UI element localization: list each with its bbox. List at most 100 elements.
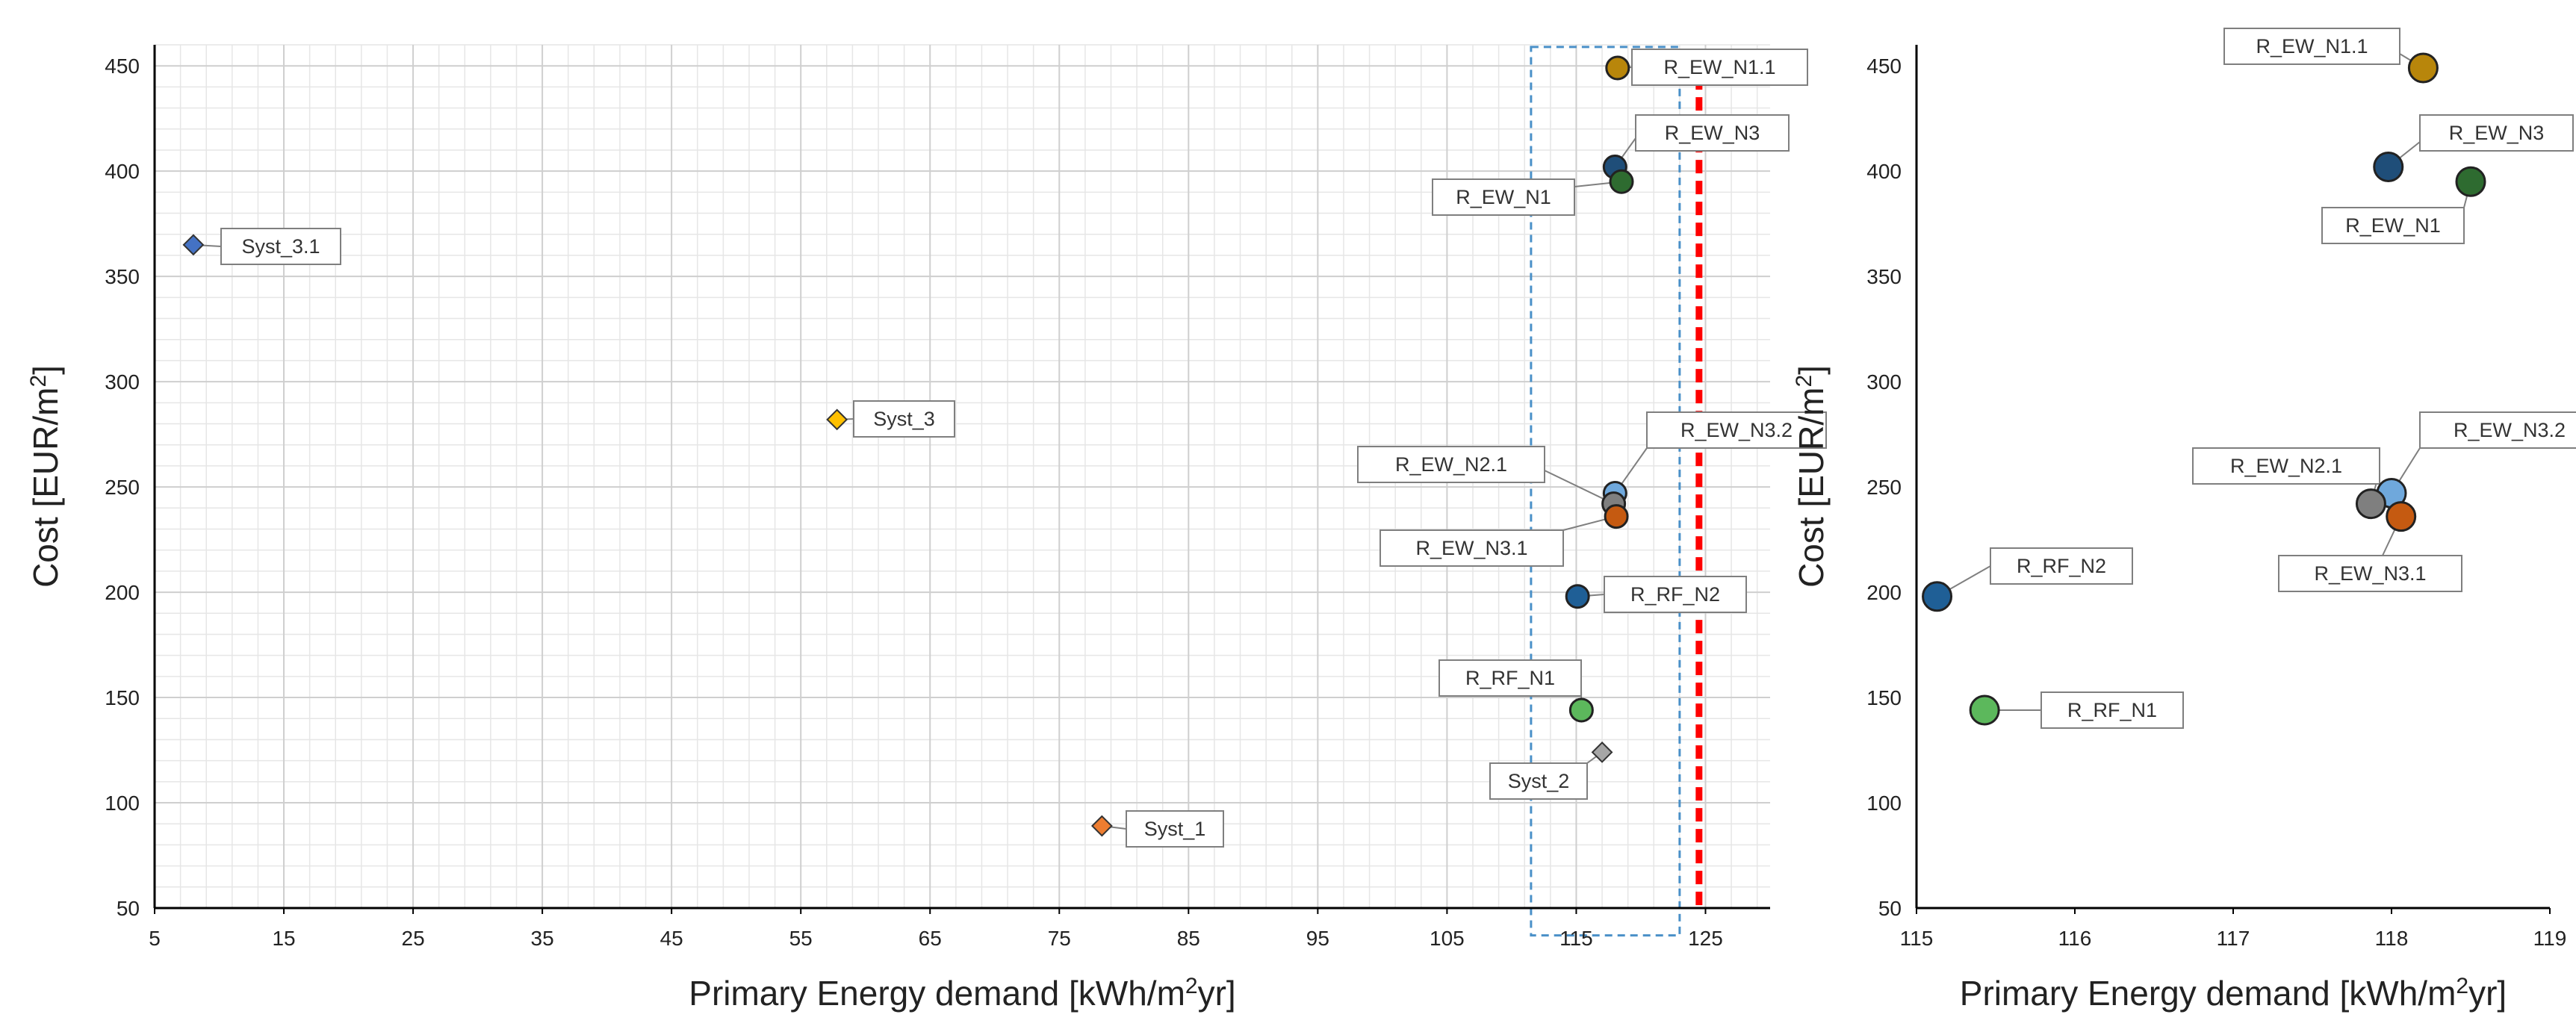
x-axis-title: Primary Energy demand [kWh/m2yr] [1960, 974, 2507, 1013]
point-syst-3 [826, 408, 848, 431]
data-label: R_RF_N2 [2017, 555, 2106, 577]
data-label-box [1631, 49, 1808, 86]
x-tick-label: 65 [919, 927, 942, 950]
data-label-box [1432, 178, 1575, 216]
y-tick-label: 350 [105, 265, 140, 288]
x-tick-label: 118 [2375, 927, 2409, 950]
labels: R_EW_N1.1 R_EW_N3 R_EW_N1 Syst_3.1 Syst_3 R_E… [193, 49, 1827, 848]
y-tick-label: 200 [105, 581, 140, 604]
y-tick-label: 50 [1878, 897, 1902, 920]
y-tick-label: 300 [1866, 370, 1902, 394]
data-label: R_EW_N2.1 [2230, 455, 2342, 477]
data-label-box [2223, 28, 2400, 65]
data-label: R_EW_N1 [1456, 186, 1551, 208]
x-tick-label: 35 [531, 927, 554, 950]
point-syst-3-1 [182, 234, 205, 256]
data-label: R_EW_N1.1 [1663, 56, 1775, 78]
data-label-box [853, 400, 955, 438]
x-tick-label: 125 [1688, 927, 1723, 950]
point-r-ew-n1-1 [1605, 55, 1630, 81]
data-label-box [1126, 810, 1224, 848]
label-syst-2: Syst_2 [1489, 762, 1588, 800]
data-label: Syst_1 [1144, 818, 1206, 840]
point-syst-1 [1090, 815, 1113, 837]
point-r-rf-n2 [1565, 584, 1590, 609]
data-label-box [1489, 762, 1588, 800]
zoom-region-box [1530, 46, 1681, 937]
point-r-ew-n3-1 [2386, 501, 2417, 532]
x-tick-label: 116 [2058, 927, 2092, 950]
y-tick-label: 250 [1866, 476, 1902, 499]
x-tick-label: 85 [1177, 927, 1200, 950]
data-label-box [2419, 411, 2576, 449]
points [182, 55, 1634, 837]
y-tick-label: 350 [1866, 265, 1902, 288]
label-syst-3: Syst_3 [853, 400, 955, 438]
point-r-ew-n1-1 [2407, 52, 2439, 84]
data-label: R_EW_N1.1 [2256, 35, 2368, 57]
label-r-ew-n3: R_EW_N3 [1635, 114, 1790, 152]
label-r-ew-n3-1: R_EW_N3.1 [2278, 555, 2462, 592]
label-r-ew-n1: R_EW_N1 [1432, 178, 1575, 216]
data-label: R_EW_N1 [2345, 214, 2441, 237]
data-label-box [2040, 691, 2184, 729]
data-label-box [2321, 207, 2465, 244]
y-tick-label: 50 [117, 897, 140, 920]
leader-line [1544, 470, 1615, 505]
label-syst-3-1: Syst_3.1 [220, 228, 341, 265]
data-label-box [1438, 659, 1582, 697]
y-tick-label: 250 [105, 476, 140, 499]
chart-full-range: 5 15 25 35 45 55 65 75 85 95 105 115 125 50 100 150 200 2… [26, 44, 1827, 1013]
data-label-box [220, 228, 341, 265]
point-r-rf-n2 [1922, 581, 1953, 612]
data-label: R_RF_N1 [2067, 699, 2157, 721]
data-label-box [1379, 529, 1564, 567]
data-label: R_RF_N2 [1630, 583, 1720, 606]
x-tick-label: 115 [1900, 927, 1934, 950]
label-syst-1: Syst_1 [1126, 810, 1224, 848]
x-tick-label: 105 [1430, 927, 1465, 950]
label-r-ew-n1-1: R_EW_N1.1 [2223, 28, 2400, 65]
grid [154, 44, 1770, 909]
label-r-ew-n3-1: R_EW_N3.1 [1379, 529, 1564, 567]
label-r-rf-n2: R_RF_N2 [1604, 576, 1747, 613]
y-tick-label: 150 [105, 686, 140, 709]
data-label: Syst_3.1 [241, 235, 320, 258]
data-label: R_EW_N3.1 [2314, 562, 2426, 585]
x-tick-label: 15 [272, 927, 295, 950]
point-r-ew-n3 [2373, 152, 2404, 183]
y-tick-label: 400 [105, 160, 140, 183]
y-tick-label: 100 [1866, 792, 1902, 815]
point-syst-2 [1591, 741, 1613, 763]
data-label-box [2419, 114, 2574, 152]
point-r-ew-n1 [2455, 166, 2486, 197]
point-r-ew-n2-1 [2355, 488, 2386, 520]
data-label-box [1990, 547, 2133, 585]
label-r-rf-n1: R_RF_N1 [1438, 659, 1582, 697]
x-tick-label: 117 [2217, 927, 2250, 950]
y-tick-label: 450 [105, 55, 140, 78]
label-r-ew-n2-1: R_EW_N2.1 [2192, 447, 2380, 485]
point-r-rf-n1 [1969, 694, 2000, 726]
data-label: R_EW_N2.1 [1395, 453, 1507, 476]
x-tick-label: 45 [660, 927, 683, 950]
x-tick-label: 115 [1559, 927, 1593, 950]
data-label-box [1635, 114, 1790, 152]
x-tick-label: 55 [789, 927, 813, 950]
data-label: R_EW_N3.1 [1415, 537, 1527, 559]
y-tick-label: 200 [1866, 581, 1902, 604]
data-label: Syst_3 [873, 408, 935, 430]
label-r-rf-n1: R_RF_N1 [2040, 691, 2184, 729]
y-axis-title: Cost [EUR/m2] [26, 365, 66, 588]
labels: R_EW_N1.1 R_EW_N3 R_EW_N1 R_EW_N3.2 R_EW_N2.… [1937, 28, 2576, 729]
label-r-rf-n2: R_RF_N2 [1990, 547, 2133, 585]
label-r-ew-n3-2: R_EW_N3.2 [1646, 411, 1827, 449]
data-label: R_EW_N3.2 [1680, 419, 1793, 441]
data-label-box [1604, 576, 1747, 613]
data-label: R_EW_N3 [1665, 122, 1760, 144]
x-tick-label: 95 [1306, 927, 1329, 950]
data-label-box [2278, 555, 2462, 592]
label-r-ew-n2-1: R_EW_N2.1 [1357, 446, 1545, 483]
data-label: R_RF_N1 [1465, 667, 1555, 689]
